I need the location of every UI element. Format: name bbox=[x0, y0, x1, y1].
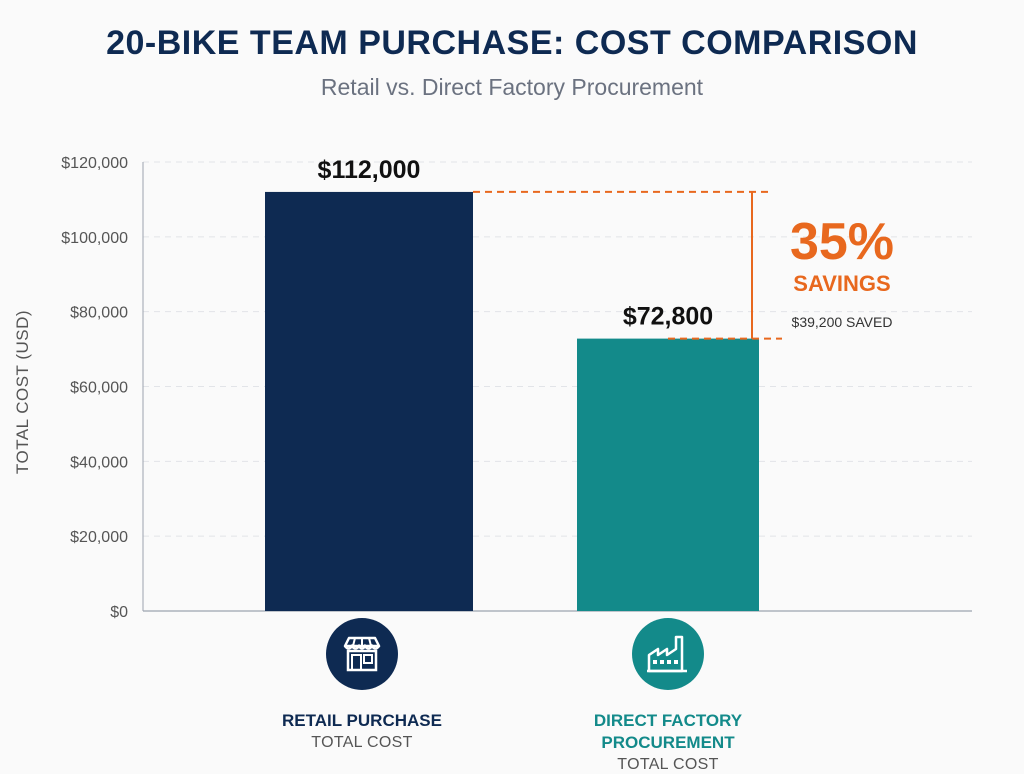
category-subtitle: TOTAL COST bbox=[311, 734, 413, 751]
bar-value-label: $72,800 bbox=[623, 303, 713, 331]
chart-subtitle: Retail vs. Direct Factory Procurement bbox=[320, 74, 704, 100]
chart-title: 20-BIKE TEAM PURCHASE: COST COMPARISON bbox=[106, 24, 918, 62]
bar-value-label: $112,000 bbox=[318, 156, 421, 184]
category-name: DIRECT FACTORY PROCUREMENT bbox=[593, 711, 743, 752]
savings-percent: 35% bbox=[790, 213, 894, 271]
y-tick-label: $60,000 bbox=[70, 380, 128, 397]
storefront-icon bbox=[326, 618, 398, 690]
y-tick-label: $40,000 bbox=[70, 454, 128, 471]
y-tick-label: $80,000 bbox=[70, 305, 128, 322]
category-name: RETAIL PURCHASE bbox=[282, 711, 442, 730]
bar bbox=[265, 191, 473, 611]
y-tick-label: $0 bbox=[110, 604, 128, 621]
y-tick-label: $100,000 bbox=[61, 230, 128, 247]
y-tick-label: $20,000 bbox=[70, 529, 128, 546]
factory-icon bbox=[632, 618, 704, 690]
y-tick-label: $120,000 bbox=[61, 155, 128, 172]
category-retail: RETAIL PURCHASE TOTAL COST bbox=[232, 618, 492, 752]
bar bbox=[577, 338, 759, 611]
category-subtitle: TOTAL COST bbox=[617, 756, 719, 773]
savings-detail: $39,200 SAVED bbox=[792, 314, 893, 330]
savings-label: SAVINGS bbox=[793, 271, 890, 296]
category-factory: DIRECT FACTORY PROCUREMENT TOTAL COST bbox=[538, 618, 798, 774]
